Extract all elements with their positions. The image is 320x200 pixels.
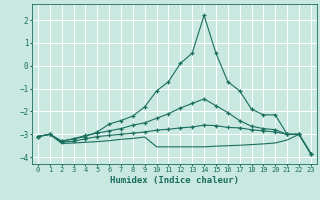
X-axis label: Humidex (Indice chaleur): Humidex (Indice chaleur) xyxy=(110,176,239,185)
